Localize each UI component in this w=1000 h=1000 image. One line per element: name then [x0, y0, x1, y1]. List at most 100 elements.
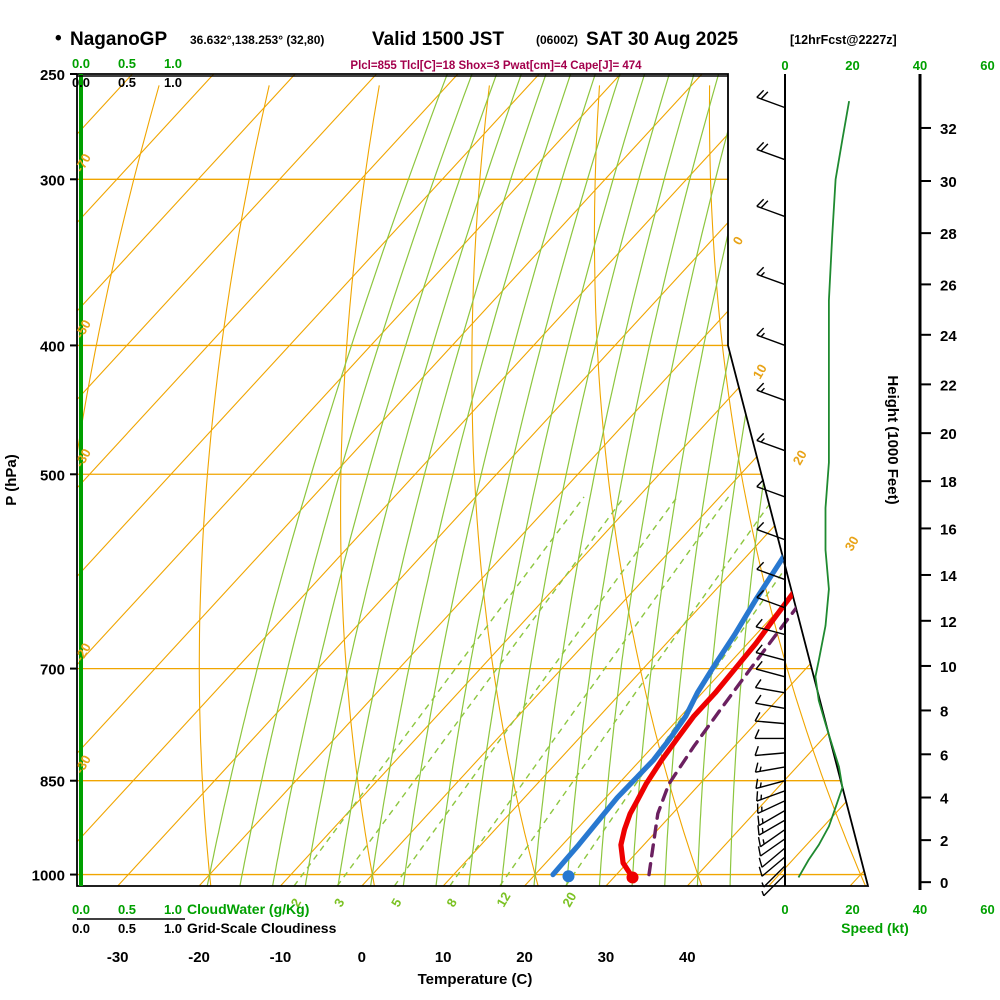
wind-barb [755, 618, 786, 636]
wind-barb [755, 660, 786, 678]
wind-barb [757, 828, 786, 848]
wind-barb [757, 809, 786, 827]
valid-date: SAT 30 Aug 2025 [586, 29, 738, 50]
height-tick-label: 18 [940, 474, 957, 491]
cloudiness-tick-label: 1.0 [164, 75, 182, 90]
isotherm-label: 10 [750, 361, 770, 381]
pressure-tick-label: 250 [40, 67, 65, 84]
temperature-axis: -30 -20 -10 0 10 20 30 40 Temperature (C) [107, 949, 696, 988]
mixing-ratio-lines [293, 496, 836, 886]
isotherm-label: -20 [72, 640, 94, 664]
pressure-axis: 250 300 400 500 700 850 1000 P (hPa) [3, 67, 77, 885]
valid-time-zulu: (0600Z) [536, 33, 578, 47]
speed-tick-label: 20 [845, 902, 859, 917]
wind-barb [754, 712, 786, 725]
temperature-tick-label: 20 [516, 949, 533, 966]
pressure-tick-label: 850 [40, 774, 65, 791]
speed-tick-label: 40 [913, 902, 927, 917]
height-tick-label: 4 [940, 791, 949, 808]
speed-axis-label: Speed (kt) [841, 920, 909, 936]
wind-barb [756, 790, 786, 802]
speed-tick-label: 60 [980, 58, 994, 73]
height-tick-label: 14 [940, 568, 957, 585]
height-tick-label: 0 [940, 875, 948, 892]
height-tick-label: 28 [940, 226, 957, 243]
plot-frame [76, 73, 870, 887]
header: • NaganoGP 36.632°,138.253° (32,80) Valid 1… [55, 28, 897, 50]
cloudiness-axis-label: Grid-Scale Cloudiness [187, 920, 337, 936]
wind-barb [755, 644, 786, 661]
isotherm-label: 0 [730, 234, 747, 248]
wind-barb [756, 479, 786, 498]
speed-tick-label: 0 [781, 902, 788, 917]
wind-barb [756, 382, 786, 402]
dewpoint-curve [550, 98, 868, 878]
cloudiness-tick-label: 0.0 [72, 75, 90, 90]
wind-barb [754, 694, 786, 710]
temperature-tick-label: -30 [107, 949, 129, 966]
height-tick-label: 8 [940, 703, 948, 720]
wind-barb [758, 856, 786, 877]
stability-stats-text: Plcl=855 Tlcl[C]=18 Shox=3 Pwat[cm]=4 Ca… [350, 60, 642, 72]
saturated-adiabat-lines [206, 74, 843, 886]
dry-adiabat-lines [77, 85, 868, 886]
wind-speed-profile [797, 100, 850, 878]
speed-tick-label: 0 [781, 58, 788, 73]
wind-barb [754, 762, 786, 773]
temperature-tick-label: 40 [679, 949, 696, 966]
mixing-ratio-label: 3 [331, 896, 348, 910]
height-tick-label: 10 [940, 659, 957, 676]
speed-tick-label: 40 [913, 58, 927, 73]
isotherm-label: -30 [72, 752, 94, 776]
isotherm-label: -70 [72, 151, 94, 175]
height-tick-label: 30 [940, 174, 957, 191]
cloudiness-tick-label: 1.0 [164, 921, 182, 936]
mixing-ratio-label: 12 [493, 889, 513, 909]
wind-barb [754, 729, 785, 740]
cloudiness-tick-label: 0.5 [118, 75, 136, 90]
isotherm-label: 30 [842, 533, 862, 553]
wind-barb [756, 198, 786, 218]
height-axis-label: Height (1000 Feet) [884, 375, 901, 504]
height-tick-label: 12 [940, 614, 957, 631]
wind-barb [761, 865, 786, 888]
mixing-ratio-label: 20 [559, 889, 579, 909]
cloudiness-tick-label: 0.5 [118, 921, 136, 936]
wind-barb [754, 679, 786, 694]
speed-tick-label: 60 [980, 902, 994, 917]
wind-barb [756, 327, 786, 347]
temperature-tick-label: 0 [358, 949, 366, 966]
station-name: NaganoGP [70, 29, 167, 50]
wind-barb [755, 778, 786, 790]
wind-barb [756, 266, 786, 286]
wind-barb [761, 874, 786, 897]
mixing-ratio-label: 5 [388, 896, 405, 910]
wind-barb [756, 521, 786, 541]
wind-barb [756, 561, 786, 581]
cloudiness-tick-label: 0.0 [72, 921, 90, 936]
height-tick-label: 6 [940, 747, 948, 764]
wind-barb [756, 432, 786, 452]
cloudwater-tick-label: 0.5 [118, 902, 136, 917]
height-tick-label: 20 [940, 426, 957, 443]
isotherm-label: -50 [72, 317, 94, 341]
temperature-tick-label: 30 [598, 949, 615, 966]
isobar-lines [77, 178, 866, 876]
mixing-ratio-label: 8 [443, 896, 460, 910]
isotherm-lines [77, 74, 868, 886]
mixing-ratio-labels: 2 3 5 8 12 20 [288, 889, 580, 909]
wind-barb [756, 89, 786, 109]
cloudwater-tick-label: 0.0 [72, 902, 90, 917]
wind-barb [757, 819, 786, 836]
cloudwater-tick-label: 1.0 [164, 56, 182, 71]
temperature-tick-label: -10 [270, 949, 292, 966]
pressure-tick-label: 400 [40, 338, 65, 355]
height-tick-label: 22 [940, 377, 957, 394]
speed-tick-label: 20 [845, 58, 859, 73]
forecast-stamp: [12hrFcst@2227z] [790, 33, 897, 47]
wind-barb-column [754, 74, 786, 897]
stats-line: Plcl=855 Tlcl[C]=18 Shox=3 Pwat[cm]=4 Ca… [350, 60, 642, 72]
pressure-axis-label: P (hPa) [3, 454, 20, 505]
surface-temperature-dot [626, 871, 639, 884]
